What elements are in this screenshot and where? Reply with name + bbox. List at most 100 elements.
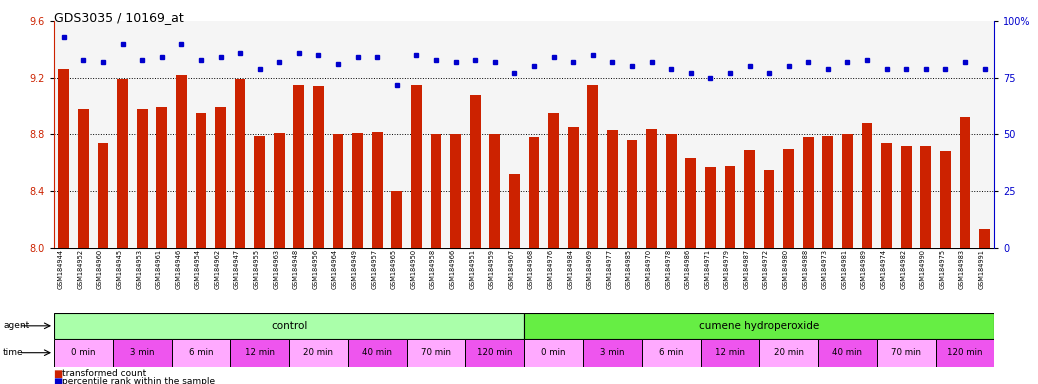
Text: GSM184968: GSM184968 [528, 249, 534, 289]
Text: GSM184990: GSM184990 [920, 249, 926, 289]
Bar [348, 339, 407, 367]
Text: GSM184973: GSM184973 [822, 249, 828, 289]
Text: GSM184979: GSM184979 [723, 249, 730, 289]
Text: GSM184966: GSM184966 [449, 249, 456, 289]
Bar [760, 339, 818, 367]
Text: ■: ■ [54, 377, 66, 384]
Text: ■: ■ [54, 369, 66, 379]
Bar [862, 123, 873, 248]
Text: GSM184955: GSM184955 [253, 249, 260, 289]
Bar [935, 339, 994, 367]
Text: 120 min: 120 min [948, 348, 983, 357]
Text: 40 min: 40 min [832, 348, 863, 357]
Text: 120 min: 120 min [477, 348, 513, 357]
Bar [818, 339, 877, 367]
Text: GSM184944: GSM184944 [58, 249, 63, 289]
Text: GSM184986: GSM184986 [685, 249, 690, 289]
Bar [450, 134, 461, 248]
Bar [701, 339, 760, 367]
Bar [877, 339, 935, 367]
Bar [881, 143, 892, 248]
Bar [528, 137, 540, 248]
Text: GSM184974: GSM184974 [880, 249, 886, 289]
Text: GSM184947: GSM184947 [235, 249, 240, 289]
Bar [921, 146, 931, 248]
Bar [215, 108, 226, 248]
Bar [524, 313, 994, 339]
Text: GSM184982: GSM184982 [900, 249, 906, 289]
Text: GSM184951: GSM184951 [469, 249, 475, 289]
Bar [58, 69, 70, 248]
Text: cumene hydroperoxide: cumene hydroperoxide [700, 321, 819, 331]
Text: 3 min: 3 min [600, 348, 625, 357]
Bar [54, 313, 524, 339]
Text: 12 min: 12 min [715, 348, 745, 357]
Text: GSM184949: GSM184949 [352, 249, 358, 289]
Bar [665, 134, 677, 248]
Text: GSM184963: GSM184963 [273, 249, 279, 289]
Text: GSM184978: GSM184978 [665, 249, 672, 289]
Text: 70 min: 70 min [892, 348, 922, 357]
Bar [332, 134, 344, 248]
Bar [98, 143, 108, 248]
Bar [822, 136, 834, 248]
Text: GSM184957: GSM184957 [372, 249, 377, 289]
Text: 20 min: 20 min [773, 348, 803, 357]
Text: GSM184948: GSM184948 [293, 249, 299, 289]
Bar [407, 339, 465, 367]
Text: GSM184976: GSM184976 [548, 249, 553, 289]
Text: GSM184983: GSM184983 [959, 249, 965, 289]
Text: 40 min: 40 min [362, 348, 392, 357]
Text: GSM184953: GSM184953 [136, 249, 142, 289]
Text: GSM184988: GSM184988 [802, 249, 809, 289]
Text: GSM184984: GSM184984 [567, 249, 573, 289]
Text: GSM184977: GSM184977 [606, 249, 612, 289]
Bar [489, 134, 500, 248]
Bar [685, 159, 696, 248]
Bar [113, 339, 171, 367]
Bar [274, 133, 284, 248]
Bar [175, 75, 187, 248]
Text: control: control [271, 321, 307, 331]
Text: GSM184952: GSM184952 [78, 249, 83, 289]
Bar [959, 118, 971, 248]
Text: agent: agent [3, 321, 29, 330]
Bar [117, 79, 128, 248]
Text: GSM184975: GSM184975 [939, 249, 946, 289]
Bar [607, 130, 618, 248]
Text: GSM184985: GSM184985 [626, 249, 632, 289]
Bar [588, 85, 598, 248]
Text: 6 min: 6 min [659, 348, 683, 357]
Bar [254, 136, 265, 248]
Bar [646, 129, 657, 248]
Bar [509, 174, 520, 248]
Bar [583, 339, 641, 367]
Bar [195, 113, 207, 248]
Bar [157, 108, 167, 248]
Text: GSM184991: GSM184991 [979, 249, 985, 289]
Bar [842, 134, 853, 248]
Text: 3 min: 3 min [130, 348, 155, 357]
Text: GSM184969: GSM184969 [586, 249, 593, 289]
Bar [524, 339, 583, 367]
Bar [391, 191, 403, 248]
Bar [744, 150, 755, 248]
Text: 6 min: 6 min [189, 348, 213, 357]
Bar [294, 85, 304, 248]
Text: percentile rank within the sample: percentile rank within the sample [62, 377, 216, 384]
Bar [470, 95, 481, 248]
Text: GSM184987: GSM184987 [743, 249, 749, 289]
Text: 12 min: 12 min [245, 348, 275, 357]
Bar [784, 149, 794, 248]
Text: GSM184964: GSM184964 [332, 249, 338, 289]
Bar [78, 109, 89, 248]
Bar [901, 146, 911, 248]
Bar [313, 86, 324, 248]
Bar [54, 339, 113, 367]
Bar [411, 85, 421, 248]
Bar [940, 151, 951, 248]
Bar [465, 339, 524, 367]
Text: GDS3035 / 10169_at: GDS3035 / 10169_at [54, 12, 184, 25]
Text: GSM184965: GSM184965 [391, 249, 397, 289]
Bar [230, 339, 289, 367]
